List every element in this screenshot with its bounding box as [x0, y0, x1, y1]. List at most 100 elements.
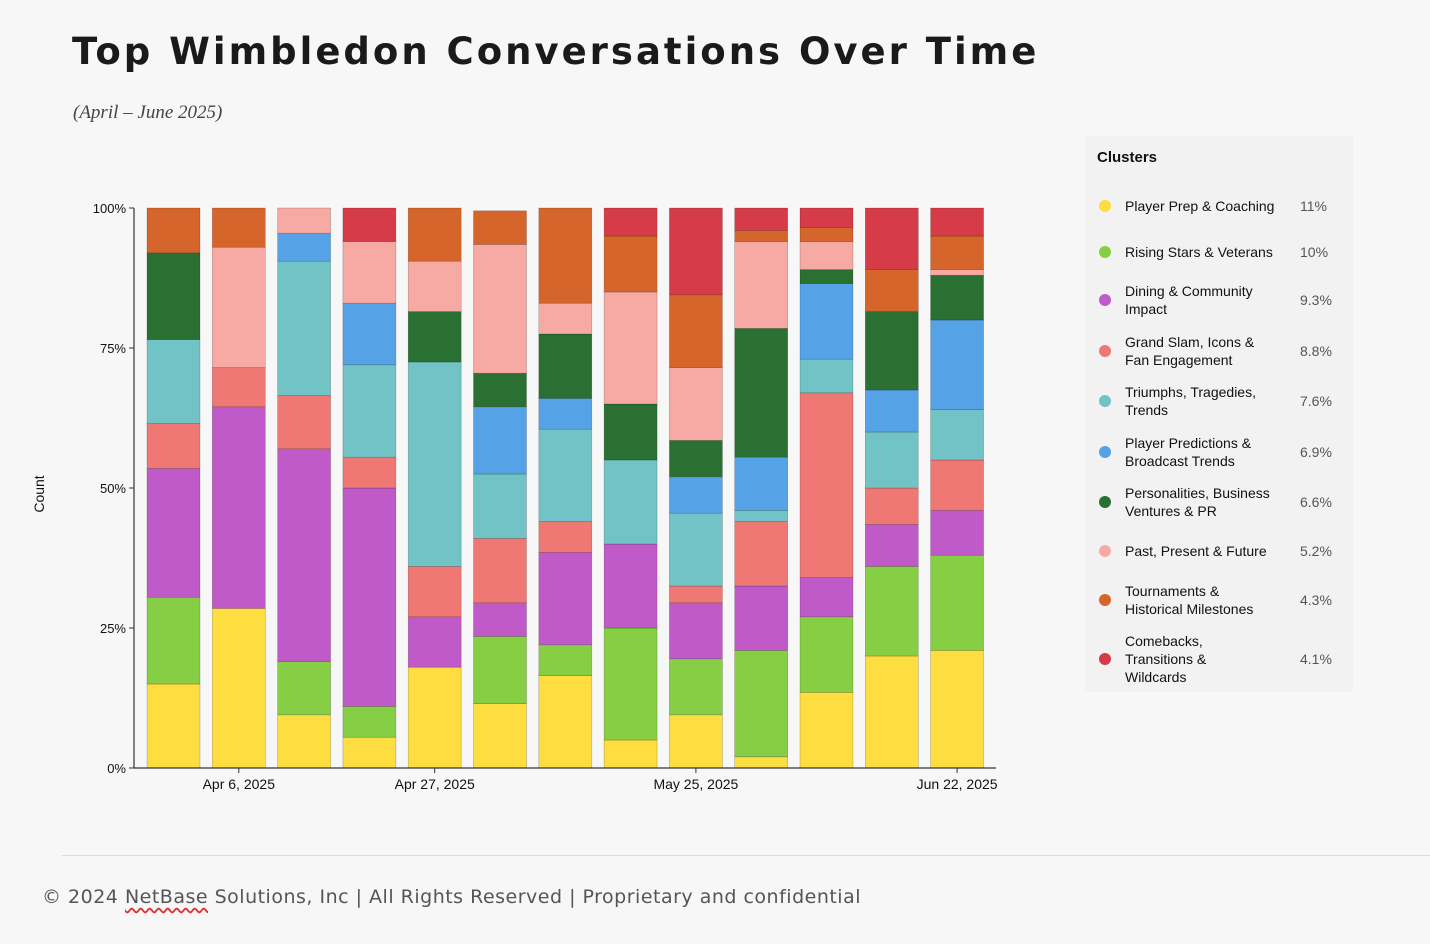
bar-segment — [212, 608, 266, 769]
legend-label-line: Historical Milestones — [1125, 601, 1254, 617]
legend-label-line: Tournaments & — [1125, 583, 1220, 599]
legend-label-line: Ventures & PR — [1125, 503, 1217, 519]
bar-segment — [864, 269, 919, 312]
bar-segment — [734, 521, 789, 587]
legend-percent: 6.9% — [1300, 444, 1332, 460]
bar-segment — [538, 521, 593, 553]
bar-segment — [146, 596, 201, 685]
bar-segment — [538, 552, 593, 646]
legend-swatch — [1099, 653, 1111, 665]
bar-segment — [538, 333, 593, 399]
bar-segment — [342, 207, 397, 242]
bar-segment — [277, 395, 331, 450]
bar-segment — [407, 666, 462, 769]
bar-segment — [864, 487, 919, 525]
bar-segment — [212, 246, 266, 368]
bar-segment — [473, 244, 527, 374]
bar-segment — [669, 294, 723, 368]
bar-segment — [734, 230, 789, 242]
legend-label-line: Personalities, Business — [1125, 485, 1270, 501]
legend-swatch — [1099, 345, 1111, 357]
bar-segment — [538, 428, 593, 522]
bar-segment — [669, 367, 723, 441]
legend-percent: 8.8% — [1300, 343, 1332, 359]
bar-segment — [930, 650, 984, 769]
bar-segment — [603, 543, 658, 629]
bar-segment — [603, 739, 658, 769]
bar-segment — [799, 241, 854, 270]
bar-segment — [473, 210, 527, 245]
bar-segment — [473, 372, 527, 408]
bar-segment — [277, 661, 331, 716]
bar-segment — [538, 207, 593, 304]
legend-percent: 6.6% — [1300, 494, 1332, 510]
footer-prefix: © 2024 — [42, 886, 125, 908]
bar-segment — [277, 714, 331, 769]
bar-segment — [603, 291, 658, 405]
bar-segment — [734, 756, 789, 769]
legend-label: Grand Slam, Icons & Fan Engagement — [1125, 333, 1285, 369]
legend-label: Tournaments & Historical Milestones — [1125, 582, 1285, 618]
bar-segment — [407, 207, 462, 262]
bar-segment — [669, 602, 723, 660]
bar-segment — [277, 448, 331, 662]
page-title: Top Wimbledon Conversations Over Time — [72, 30, 1040, 73]
bar-segment — [407, 311, 462, 363]
legend-label-line: Dining & Community — [1125, 283, 1253, 299]
bar-segment — [734, 456, 789, 511]
legend-percent: 9.3% — [1300, 292, 1332, 308]
legend-label: Dining & Community Impact — [1125, 282, 1285, 318]
bars-layer — [146, 207, 984, 769]
legend-title: Clusters — [1097, 149, 1158, 166]
bar-segment — [864, 655, 919, 769]
bar-segment — [212, 207, 266, 248]
bar-segment — [799, 616, 854, 693]
legend-label: Player Prep & Coaching — [1125, 197, 1285, 215]
bar-segment — [407, 361, 462, 567]
footer-rest: Solutions, Inc | All Rights Reserved | P… — [208, 886, 862, 908]
bar-segment — [473, 636, 527, 704]
bar-segment — [864, 566, 919, 657]
legend-swatch — [1099, 395, 1111, 407]
x-tick-label: Apr 6, 2025 — [203, 776, 276, 792]
bar-segment — [603, 627, 658, 741]
bar-segment — [669, 658, 723, 716]
legend-percent: 11% — [1300, 198, 1327, 214]
legend-label-line: Fan Engagement — [1125, 352, 1233, 368]
legend-swatch — [1099, 246, 1111, 258]
legend-swatch — [1099, 446, 1111, 458]
bar-segment — [734, 207, 789, 231]
legend-swatch — [1099, 594, 1111, 606]
bar-segment — [342, 364, 397, 458]
bar-segment — [212, 367, 266, 408]
footer-divider — [62, 855, 1430, 856]
bar-segment — [864, 389, 919, 433]
bar-segment — [669, 476, 723, 514]
bar-segment — [734, 650, 789, 758]
bar-segment — [146, 468, 201, 598]
bar-segment — [734, 585, 789, 651]
bar-segment — [799, 207, 854, 228]
bar-segment — [538, 644, 593, 676]
bar-segment — [930, 319, 984, 410]
legend-percent: 7.6% — [1300, 393, 1332, 409]
bar-segment — [538, 302, 593, 335]
bar-segment — [734, 328, 789, 458]
legend-panel: Clusters Player Prep & Coaching 11% Rising… — [1085, 136, 1353, 692]
bar-segment — [277, 207, 331, 234]
bar-segment — [799, 283, 854, 360]
bar-segment — [407, 566, 462, 618]
bar-segment — [864, 431, 919, 489]
bar-segment — [212, 406, 266, 609]
stacked-bar-chart: 0% 25% 50% 75% 100% Apr 6, 2025 Apr 27, 2025 M… — [31, 201, 998, 792]
bar-segment — [864, 311, 919, 391]
legend-label-line: Player Prep & Coaching — [1125, 198, 1275, 214]
bar-segment — [930, 269, 984, 276]
bar-segment — [342, 456, 397, 489]
bar-segment — [538, 675, 593, 769]
legend-percent: 10% — [1300, 244, 1329, 260]
bar-segment — [473, 602, 527, 637]
bar-segment — [473, 406, 527, 475]
bar-segment — [603, 403, 658, 461]
y-tick-label: 100% — [93, 201, 127, 216]
